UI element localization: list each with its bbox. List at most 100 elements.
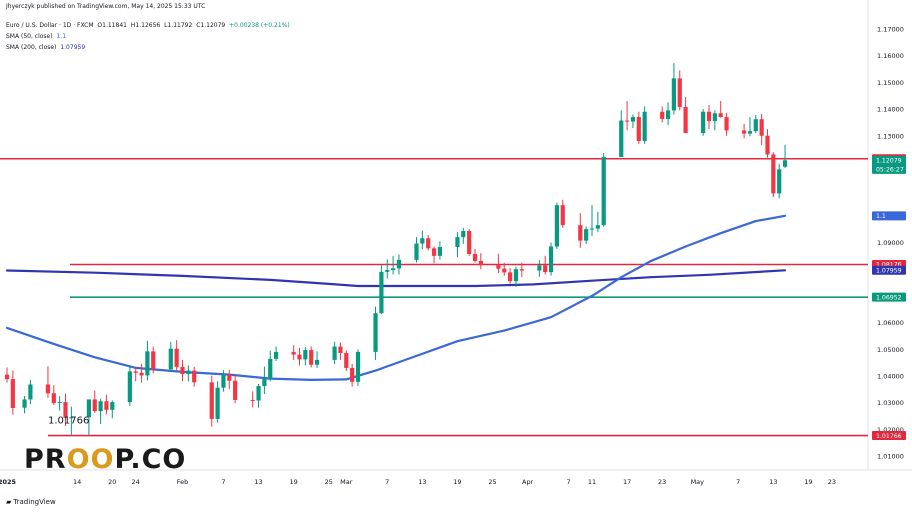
- candle-body[interactable]: [718, 113, 723, 118]
- candle-body[interactable]: [314, 359, 320, 365]
- candle-body[interactable]: [771, 154, 776, 194]
- candle-body[interactable]: [782, 160, 788, 167]
- candle-body[interactable]: [414, 243, 419, 260]
- candle-body[interactable]: [455, 237, 460, 248]
- candle-body[interactable]: [174, 348, 179, 367]
- candle-body[interactable]: [355, 351, 361, 382]
- candle-body[interactable]: [543, 265, 548, 273]
- candle-body[interactable]: [297, 354, 302, 360]
- candle-body[interactable]: [291, 351, 296, 355]
- candle-body[interactable]: [139, 372, 144, 376]
- candle-body[interactable]: [180, 366, 185, 375]
- candle-body[interactable]: [478, 260, 483, 266]
- candle-body[interactable]: [262, 378, 267, 387]
- candle-body[interactable]: [309, 350, 314, 365]
- candle-body[interactable]: [227, 374, 232, 381]
- candle-body[interactable]: [502, 268, 507, 273]
- candle-body[interactable]: [665, 110, 671, 119]
- candle-body[interactable]: [379, 271, 384, 314]
- candle-body[interactable]: [233, 380, 238, 400]
- candle-body[interactable]: [519, 269, 524, 271]
- candle-body[interactable]: [508, 272, 513, 282]
- candle-body[interactable]: [104, 401, 109, 410]
- candle-body[interactable]: [625, 120, 630, 122]
- candle-body[interactable]: [742, 130, 747, 134]
- candle-body[interactable]: [671, 78, 676, 111]
- candle-body[interactable]: [537, 265, 542, 271]
- candle-body[interactable]: [683, 106, 688, 134]
- candle-body[interactable]: [221, 374, 226, 388]
- candle-body[interactable]: [127, 371, 132, 403]
- candle-body[interactable]: [110, 402, 115, 410]
- symbol-name[interactable]: Euro / U.S. Dollar · 1D · FXCM: [6, 22, 94, 29]
- candle-body[interactable]: [759, 119, 764, 136]
- candle-body[interactable]: [619, 120, 624, 158]
- candle-body[interactable]: [133, 371, 138, 373]
- candle-body[interactable]: [338, 346, 343, 353]
- candle-body[interactable]: [513, 269, 519, 282]
- candle-body[interactable]: [426, 238, 431, 249]
- candle-body[interactable]: [601, 157, 606, 226]
- sma200-legend[interactable]: SMA (200, close) 1.07959: [6, 44, 87, 51]
- candle-body[interactable]: [472, 253, 478, 261]
- candle-body[interactable]: [268, 358, 273, 379]
- candle-body[interactable]: [145, 351, 150, 376]
- candle-body[interactable]: [69, 417, 74, 419]
- candle-body[interactable]: [22, 399, 27, 408]
- candle-body[interactable]: [461, 231, 466, 238]
- candle-body[interactable]: [589, 228, 595, 230]
- tradingview-brand[interactable]: ▰ TradingView: [6, 498, 56, 506]
- candle-body[interactable]: [431, 248, 437, 256]
- sma200-line[interactable]: [5, 269, 787, 288]
- candle-body[interactable]: [250, 399, 255, 401]
- candle-body[interactable]: [92, 399, 97, 412]
- candle-body[interactable]: [332, 346, 337, 360]
- candle-body[interactable]: [391, 268, 396, 270]
- candle-body[interactable]: [4, 374, 10, 380]
- candle-body[interactable]: [548, 246, 554, 273]
- candle-body[interactable]: [630, 117, 636, 122]
- candle-body[interactable]: [57, 402, 62, 404]
- sma50-legend[interactable]: SMA (50, close) 1.1: [6, 33, 68, 40]
- candle-body[interactable]: [28, 384, 33, 400]
- candle-body[interactable]: [168, 348, 173, 370]
- candle-body[interactable]: [209, 382, 214, 419]
- candle-body[interactable]: [706, 111, 712, 122]
- candle-body[interactable]: [712, 113, 717, 122]
- candle-body[interactable]: [420, 238, 425, 244]
- candle-body[interactable]: [373, 313, 378, 352]
- candle-body[interactable]: [554, 205, 559, 247]
- candle-body[interactable]: [677, 78, 682, 107]
- candle-body[interactable]: [63, 402, 68, 418]
- candle-body[interactable]: [584, 229, 589, 241]
- candle-body[interactable]: [642, 111, 647, 142]
- candle-body[interactable]: [595, 225, 600, 229]
- candle-body[interactable]: [578, 225, 583, 241]
- candle-body[interactable]: [274, 351, 279, 359]
- candle-body[interactable]: [560, 205, 565, 226]
- candle-body[interactable]: [186, 370, 191, 375]
- candle-body[interactable]: [45, 384, 51, 394]
- candle-body[interactable]: [215, 387, 220, 419]
- candle-body[interactable]: [701, 111, 706, 134]
- candle-body[interactable]: [777, 169, 782, 194]
- candle-body[interactable]: [86, 399, 91, 418]
- candle-body[interactable]: [350, 367, 355, 382]
- candle-body[interactable]: [437, 247, 442, 256]
- candle-body[interactable]: [496, 265, 501, 269]
- candle-body[interactable]: [724, 117, 729, 131]
- candle-body[interactable]: [660, 111, 665, 119]
- candle-body[interactable]: [344, 352, 349, 368]
- candle-body[interactable]: [747, 131, 753, 134]
- candle-body[interactable]: [636, 117, 641, 142]
- candle-body[interactable]: [10, 379, 15, 408]
- candle-body[interactable]: [151, 351, 156, 370]
- candle-body[interactable]: [256, 386, 261, 401]
- candle-body[interactable]: [192, 370, 197, 383]
- candle-body[interactable]: [467, 231, 472, 254]
- candle-body[interactable]: [765, 135, 770, 155]
- candle-body[interactable]: [98, 401, 103, 412]
- candle-body[interactable]: [51, 393, 56, 404]
